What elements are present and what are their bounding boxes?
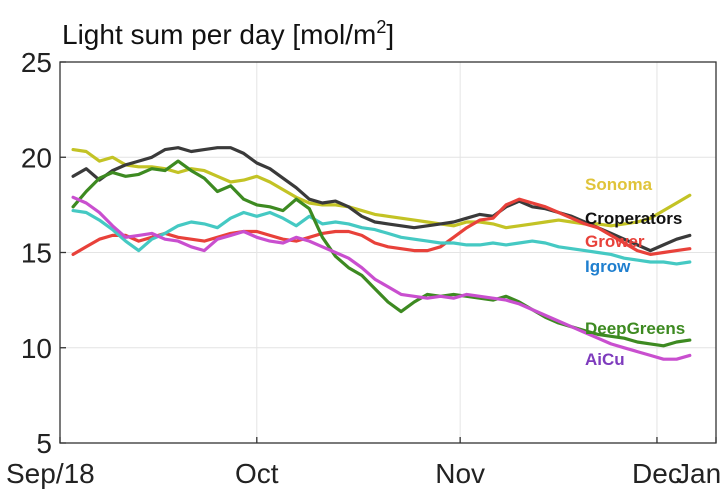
series-line-deepgreens — [71, 159, 692, 348]
chart-title: Light sum per day [mol/m2] — [62, 17, 394, 50]
series-line-grower — [71, 197, 692, 256]
legend-label-deepgreens: DeepGreens — [585, 319, 685, 338]
x-tick-label: Dec — [632, 458, 682, 489]
x-tick-label: Nov — [435, 458, 485, 489]
y-tick-label: 10 — [21, 333, 52, 364]
y-tick-label: 25 — [21, 47, 52, 78]
x-tick-label: Jan — [676, 458, 721, 489]
series-line-aicu — [71, 195, 692, 361]
legend-label-sonoma: Sonoma — [585, 175, 653, 194]
y-tick-label: 5 — [36, 428, 52, 459]
legend-label-aicu: AiCu — [585, 350, 625, 369]
series-lines — [71, 146, 692, 361]
legend-label-croperators: Croperators — [585, 209, 682, 228]
y-tick-label: 20 — [21, 142, 52, 173]
legend: Sonoma Croperators Grower Igrow DeepGreens Ai… — [585, 175, 685, 369]
x-tick-label: Sep/18 — [6, 458, 95, 489]
x-tick-label: Oct — [235, 458, 279, 489]
legend-label-igrow: Igrow — [585, 257, 631, 276]
series-line-igrow — [71, 209, 692, 266]
grid-lines — [60, 62, 716, 443]
y-tick-label: 15 — [21, 238, 52, 269]
legend-label-grower: Grower — [585, 232, 645, 251]
